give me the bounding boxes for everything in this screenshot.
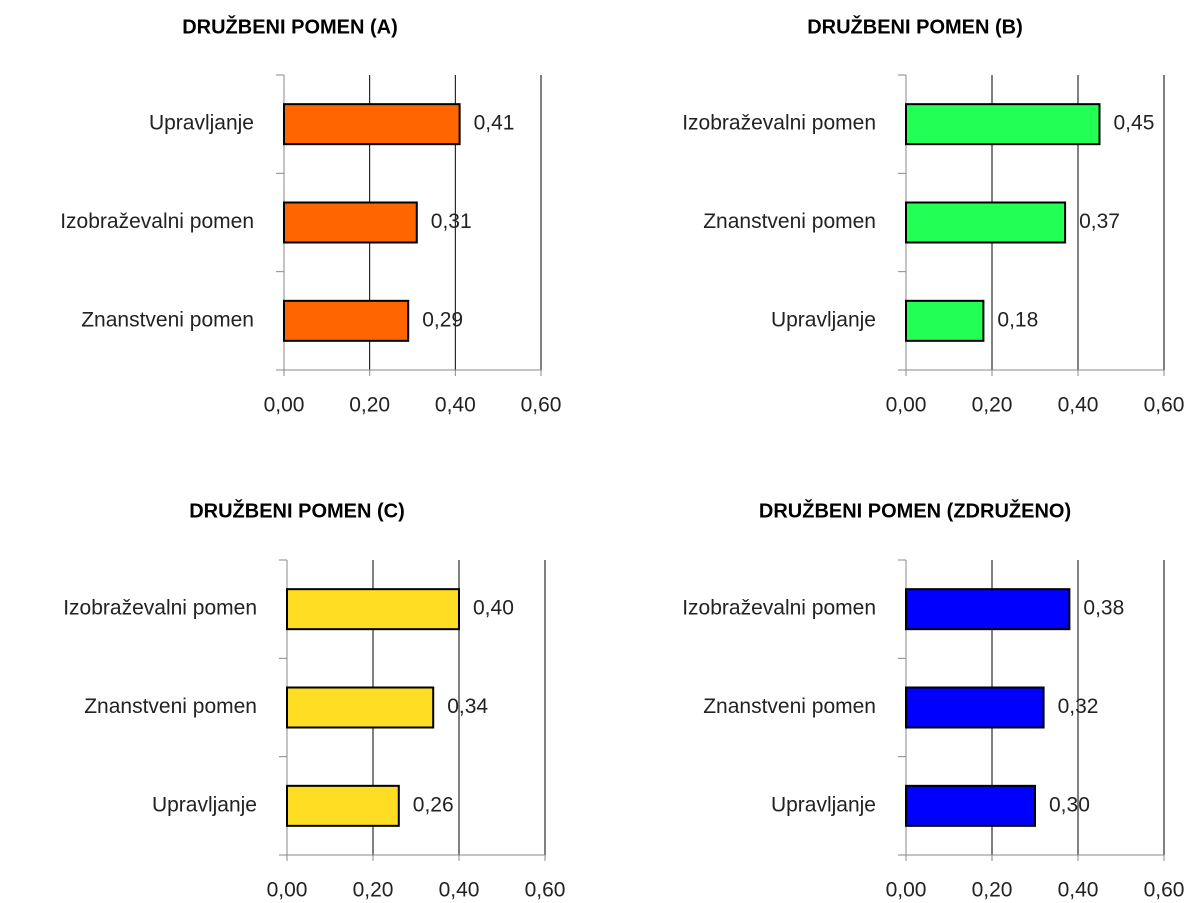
x-tick-label: 0,40 [435, 394, 476, 417]
x-tick-label: 0,40 [1058, 394, 1099, 417]
x-tick-label: 0,00 [886, 879, 927, 902]
x-tick-label: 0,00 [886, 394, 927, 417]
chart-title: DRUŽBENI POMEN (A) [182, 14, 398, 38]
value-label: 0,31 [431, 210, 472, 233]
bar [905, 103, 1101, 146]
bar [905, 588, 1071, 631]
category-label: Upravljanje [149, 112, 254, 135]
x-tick-label: 0,60 [1144, 879, 1185, 902]
bar [283, 299, 410, 342]
category-label: Izobraževalni pomen [63, 597, 257, 620]
category-label: Znanstveni pomen [703, 695, 876, 718]
category-label: Znanstveni pomen [84, 695, 257, 718]
category-label: Upravljanje [152, 793, 257, 816]
value-label: 0,32 [1058, 695, 1099, 718]
category-label: Znanstveni pomen [703, 210, 876, 233]
value-label: 0,40 [473, 597, 514, 620]
value-label: 0,18 [997, 308, 1038, 331]
value-label: 0,34 [447, 695, 488, 718]
x-tick-label: 0,40 [439, 879, 480, 902]
value-label: 0,41 [474, 112, 515, 135]
value-label: 0,45 [1114, 112, 1155, 135]
x-tick-label: 0,00 [267, 879, 308, 902]
x-tick-label: 0,60 [1144, 394, 1185, 417]
category-label: Izobraževalni pomen [682, 597, 876, 620]
value-label: 0,29 [422, 308, 463, 331]
bar [283, 201, 418, 244]
bar [286, 686, 435, 729]
x-tick-label: 0,60 [521, 394, 562, 417]
bar [286, 588, 460, 631]
bar [283, 103, 461, 146]
value-label: 0,38 [1083, 597, 1124, 620]
value-label: 0,26 [413, 793, 454, 816]
bar [905, 299, 985, 342]
category-label: Izobraževalni pomen [60, 210, 254, 233]
value-label: 0,30 [1049, 793, 1090, 816]
category-label: Upravljanje [771, 308, 876, 331]
x-tick-label: 0,20 [353, 879, 394, 902]
bar [905, 784, 1036, 827]
bar [905, 201, 1067, 244]
x-tick-label: 0,40 [1058, 879, 1099, 902]
category-label: Izobraževalni pomen [682, 112, 876, 135]
value-label: 0,37 [1079, 210, 1120, 233]
x-tick-label: 0,20 [349, 394, 390, 417]
chart-title: DRUŽBENI POMEN (C) [189, 498, 405, 522]
x-tick-label: 0,60 [525, 879, 566, 902]
bar [905, 686, 1045, 729]
category-label: Znanstveni pomen [81, 308, 254, 331]
x-tick-label: 0,20 [972, 394, 1013, 417]
bar [286, 784, 400, 827]
x-tick-label: 0,00 [264, 394, 305, 417]
chart-title: DRUŽBENI POMEN (B) [807, 14, 1023, 38]
x-tick-label: 0,20 [972, 879, 1013, 902]
chart-title: DRUŽBENI POMEN (ZDRUŽENO) [759, 498, 1071, 522]
category-label: Upravljanje [771, 793, 876, 816]
